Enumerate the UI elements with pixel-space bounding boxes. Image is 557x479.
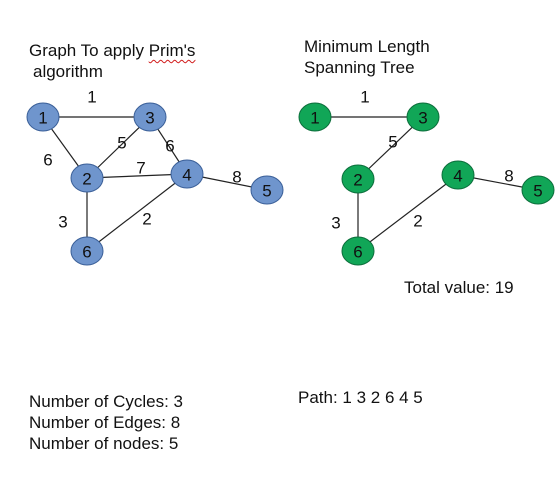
left-edge-weight-6-4: 2 [142,210,151,229]
left-title-line1: Graph To apply Prim's [29,40,195,61]
right-graph-title: Minimum Length Spanning Tree [304,36,430,78]
mst-node-label-5: 5 [533,182,542,201]
left-node-4 [170,159,204,189]
mst-node-2 [341,164,375,194]
left-node-label-3: 3 [145,109,154,128]
mst-node-6 [341,236,375,266]
mst-node-label-6: 6 [353,243,362,262]
mst-node-label-4: 4 [453,167,462,186]
right-title-line1: Minimum Length [304,37,430,56]
left-node-label-6: 6 [82,243,91,262]
left-edge-weight-1-2: 6 [43,151,52,170]
left-edge-weight-2-3: 5 [117,134,126,153]
mst-node-label-3: 3 [418,109,427,128]
left-graph-title: Graph To apply Prim's algorithm [29,40,195,82]
mst-edge-weight-2-6: 3 [331,214,340,233]
mst-edge-weight-4-5: 8 [504,167,513,186]
mst-node-label-2: 2 [353,171,362,190]
left-edge-weight-4-5: 8 [232,168,241,187]
mst-edge-weight-6-4: 2 [413,212,422,231]
left-node-label-2: 2 [82,170,91,189]
mst-node-label-1: 1 [310,109,319,128]
mst-node-4 [441,160,475,190]
cycles-count: Number of Cycles: 3 [29,392,183,411]
mst-node-3 [406,102,440,132]
graph-stats: Number of Cycles: 3 Number of Edges: 8 N… [29,391,183,454]
total-value-label: Total value: 19 [404,278,514,297]
nodes-count: Number of nodes: 5 [29,434,179,453]
left-node-2 [70,163,104,193]
left-edge-2-4 [86,173,188,179]
left-edge-weight-3-4: 6 [165,137,174,156]
left-edge-weight-1-3: 1 [87,88,96,107]
path-label: Path: 1 3 2 6 4 5 [298,388,423,407]
right-title-line2: Spanning Tree [304,58,415,77]
left-edge-weight-2-4: 7 [136,159,145,178]
mst-node-5 [521,175,555,205]
edges-count: Number of Edges: 8 [29,413,181,432]
left-title-line2: algorithm [33,62,103,81]
left-title-prefix: Graph To apply [29,41,149,60]
left-node-label-4: 4 [182,166,191,185]
left-node-label-5: 5 [262,182,271,201]
left-edge-6-4 [86,173,188,252]
mst-edge-weight-3-2: 5 [388,133,397,152]
left-node-1 [26,102,60,132]
mst-edge-weight-1-3: 1 [360,88,369,107]
left-title-spellcheck-word: Prim's [148,41,196,60]
left-node-6 [70,236,104,266]
left-edge-weight-2-6: 3 [58,213,67,232]
left-node-label-1: 1 [38,109,47,128]
left-node-3 [133,102,167,132]
mst-node-1 [298,102,332,132]
mst-edge-6-4 [357,174,459,252]
left-node-5 [250,175,284,205]
